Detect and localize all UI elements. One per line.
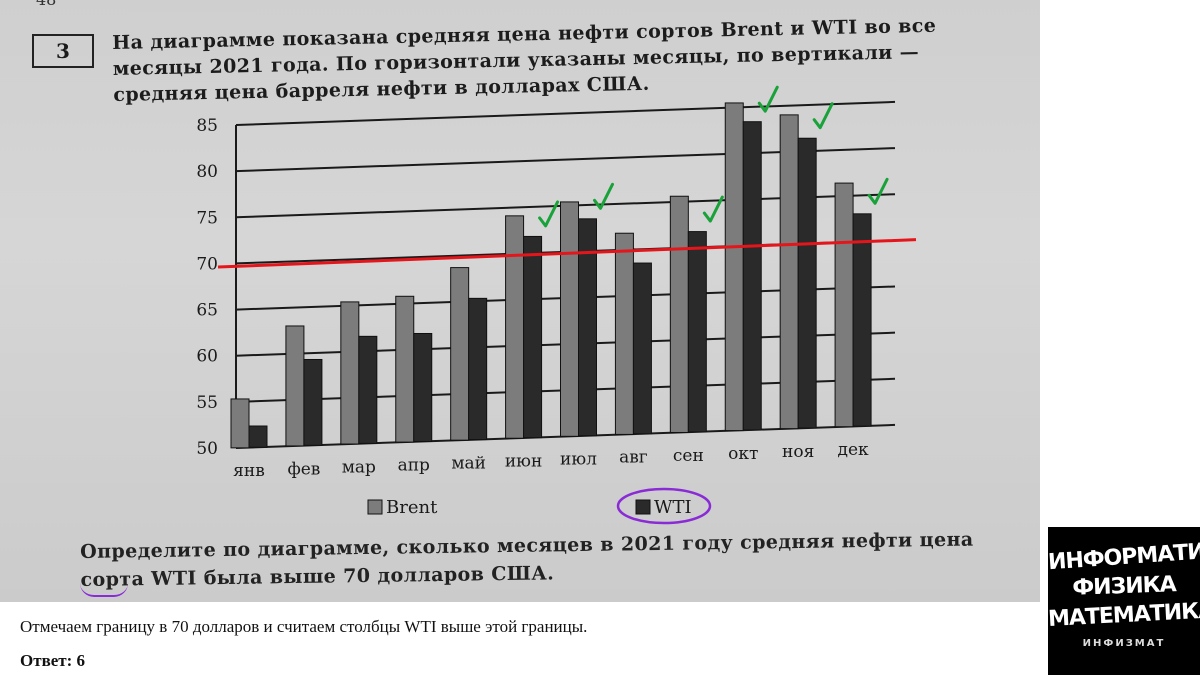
bar-brent-июн: [505, 215, 525, 439]
x-tick-label: авг: [619, 448, 648, 468]
bar-brent-янв: [230, 398, 250, 449]
y-tick-label: 85: [196, 116, 218, 136]
bar-brent-авг: [614, 232, 634, 435]
check-mark-дек: [867, 177, 889, 205]
bar-brent-сен: [669, 195, 689, 433]
bar-wti-сен: [687, 231, 707, 433]
x-tick-label: июл: [560, 450, 597, 470]
check-mark-июл: [593, 182, 614, 210]
bar-brent-июл: [560, 201, 579, 437]
check-mark-сен: [702, 195, 724, 223]
legend-label-wti: WTI: [654, 497, 692, 518]
wti-circle-annotation: [616, 487, 712, 525]
x-tick-label: ноя: [782, 442, 814, 462]
check-mark-окт: [757, 85, 779, 113]
answer-line: Ответ: 6: [20, 651, 86, 670]
bar-wti-июл: [578, 218, 597, 437]
gridline-85: [235, 100, 896, 126]
check-mark-ноя: [812, 102, 834, 130]
bar-wti-июн: [523, 235, 543, 439]
bar-wti-фев: [303, 358, 323, 446]
x-tick-label: янв: [233, 461, 265, 481]
legend-swatch-brent: [367, 499, 383, 515]
x-tick-label: фев: [287, 459, 320, 479]
x-tick-label: мар: [342, 457, 376, 477]
x-tick-label: окт: [728, 444, 758, 464]
y-tick-label: 75: [196, 208, 218, 228]
y-tick-label: 50: [196, 439, 218, 459]
bar-brent-май: [450, 267, 470, 441]
legend-label-brent: Brent: [386, 497, 438, 518]
x-tick-label: июн: [505, 452, 542, 472]
check-mark-июн: [538, 200, 560, 228]
y-tick-label: 60: [196, 347, 218, 367]
infizmat-logo: ИНФОРМАТИКА ФИЗИКА МАТЕМАТИКА ИНФИЗМАТ: [1048, 527, 1200, 675]
bar-brent-ноя: [779, 114, 799, 430]
textbook-photo: 48 3 На диаграмме показана средняя цена …: [0, 0, 1040, 602]
bar-wti-апр: [413, 332, 433, 442]
bar-wti-авг: [632, 262, 652, 435]
y-tick-label: 55: [196, 393, 218, 413]
legend-swatch-wti: [635, 499, 651, 515]
x-tick-label: сен: [673, 446, 704, 466]
logo-footer: ИНФИЗМАТ: [1082, 638, 1166, 649]
bar-wti-янв: [248, 425, 268, 448]
y-tick-label: 70: [196, 254, 218, 274]
x-tick-label: дек: [838, 440, 870, 460]
bar-brent-мар: [340, 301, 360, 445]
bar-wti-ноя: [797, 137, 817, 429]
bar-wti-дек: [852, 213, 872, 427]
bar-brent-окт: [724, 102, 744, 432]
bar-wti-май: [468, 297, 488, 441]
bar-brent-фев: [285, 325, 305, 447]
bar-brent-дек: [834, 182, 854, 428]
bar-wti-окт: [742, 121, 762, 431]
wti-underline-annotation: [80, 583, 128, 597]
solution-caption: Отмечаем границу в 70 долларов и считаем…: [20, 617, 588, 636]
page-number: 48: [36, 0, 56, 9]
oil-price-chart: 50 55 60 65 70 75 80 85 янв фев мар апр май июн июл авг…: [196, 85, 917, 525]
y-tick-label: 65: [196, 301, 218, 321]
bar-wti-мар: [358, 335, 378, 444]
y-tick-label: 80: [196, 162, 218, 182]
x-tick-label: май: [451, 453, 486, 473]
x-tick-label: апр: [398, 455, 430, 475]
task-question: Определите по диаграмме, сколько месяцев…: [80, 528, 974, 591]
threshold-line-70: [217, 238, 917, 269]
bar-brent-апр: [395, 295, 415, 443]
task-number: 3: [32, 34, 94, 68]
